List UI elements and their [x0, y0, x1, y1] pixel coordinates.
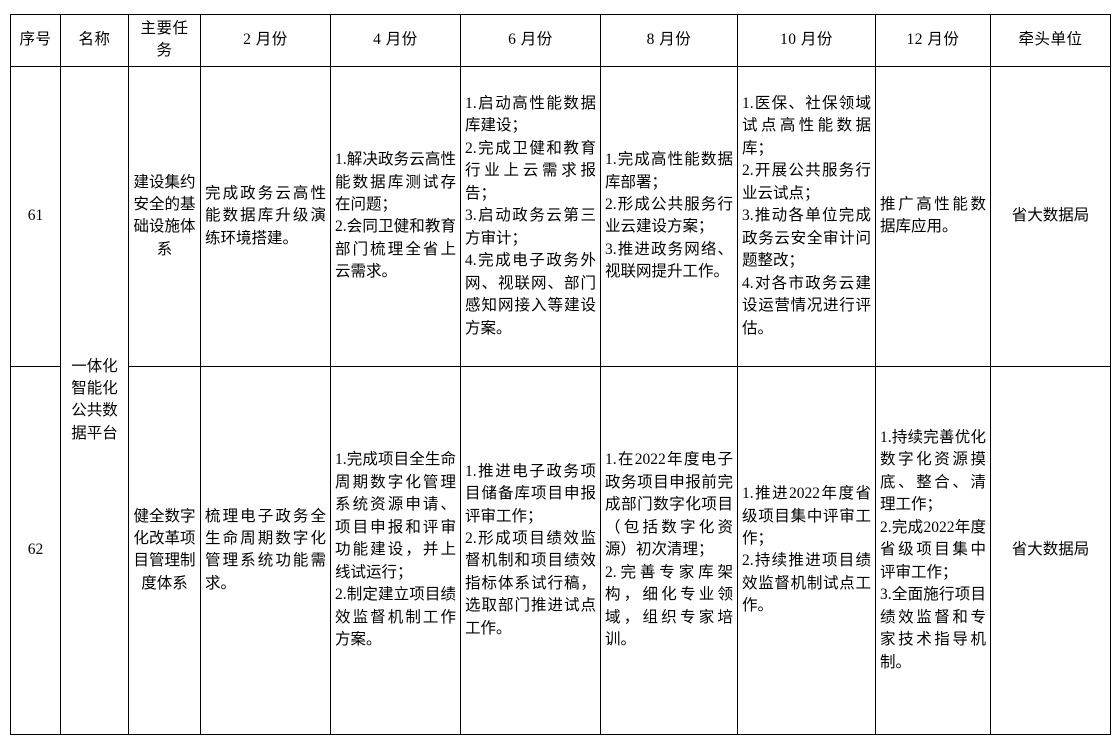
column-header-month-2: 2 月份 [200, 14, 331, 67]
column-header-month-4: 4 月份 [330, 14, 461, 67]
cell-sequence-number: 62 [10, 365, 61, 735]
cell-month-8: 1.在2022年度电子政务项目申报前完成部门数字化项目（包括数字化资源）初次清理… [600, 365, 738, 735]
cell-lead-unit: 省大数据局 [990, 65, 1111, 367]
column-header-month-12: 12 月份 [875, 14, 991, 67]
table-row: 62 健全数字化改革项目管理制度体系 梳理电子政务全生命周期数字化管理系统功能需… [10, 365, 1111, 735]
table-header-row: 序号 名称 主要任务 2 月份 4 月份 6 月份 8 月份 10 月份 12 … [10, 14, 1111, 67]
cell-month-10: 1.推进2022年度省级项目集中评审工作； 2.持续推进项目绩效监督机制试点工作。 [737, 365, 876, 735]
cell-month-6: 1.启动高性能数据库建设； 2.完成卫健和教育行业上云需求报告； 3.启动政务云第三… [460, 65, 601, 367]
cell-month-12: 1.持续完善优化数字化资源摸底、整合、清理工作； 2.完成2022年度省级项目集中… [875, 365, 991, 735]
column-header-month-6: 6 月份 [460, 14, 601, 67]
table-row: 61 一体化智能化公共数据平台 建设集约安全的基础设施体系 完成政务云高性能数据… [10, 65, 1111, 735]
annual-plan-table: 序号 名称 主要任务 2 月份 4 月份 6 月份 8 月份 10 月份 12 … [10, 14, 1111, 735]
cell-month-8: 1.完成高性能数据库部署； 2.形成公共服务行业云建设方案； 3.推进政务网络、视联… [600, 65, 738, 367]
cell-month-4: 1.解决政务云高性能数据库测试存在问题； 2.会同卫健和教育部门梳理全省上云需求。 [330, 65, 461, 367]
column-header-month-8: 8 月份 [600, 14, 738, 67]
column-header-name: 名称 [60, 14, 129, 67]
cell-month-2: 梳理电子政务全生命周期数字化管理系统功能需求。 [200, 365, 331, 735]
cell-platform-name: 一体化智能化公共数据平台 [60, 65, 129, 735]
cell-lead-unit: 省大数据局 [990, 365, 1111, 735]
cell-sequence-number: 61 [10, 65, 61, 367]
cell-main-task: 建设集约安全的基础设施体系 [128, 65, 201, 367]
cell-main-task: 健全数字化改革项目管理制度体系 [128, 365, 201, 735]
cell-month-6: 1.推进电子政务项目储备库项目申报评审工作； 2.形成项目绩效监督机制和项目绩效指… [460, 365, 601, 735]
column-header-seq: 序号 [10, 14, 61, 67]
column-header-task: 主要任务 [128, 14, 201, 67]
column-header-unit: 牵头单位 [990, 14, 1111, 67]
cell-month-10: 1.医保、社保领域试点高性能数据库； 2.开展公共服务行业云试点； 3.推动各单位完… [737, 65, 876, 367]
column-header-month-10: 10 月份 [737, 14, 876, 67]
cell-month-4: 1.完成项目全生命周期数字化管理系统资源申请、项目申报和评审功能建设，并上线试运… [330, 365, 461, 735]
cell-month-12: 推广高性能数据库应用。 [875, 65, 991, 367]
cell-month-2: 完成政务云高性能数据库升级演练环境搭建。 [200, 65, 331, 367]
